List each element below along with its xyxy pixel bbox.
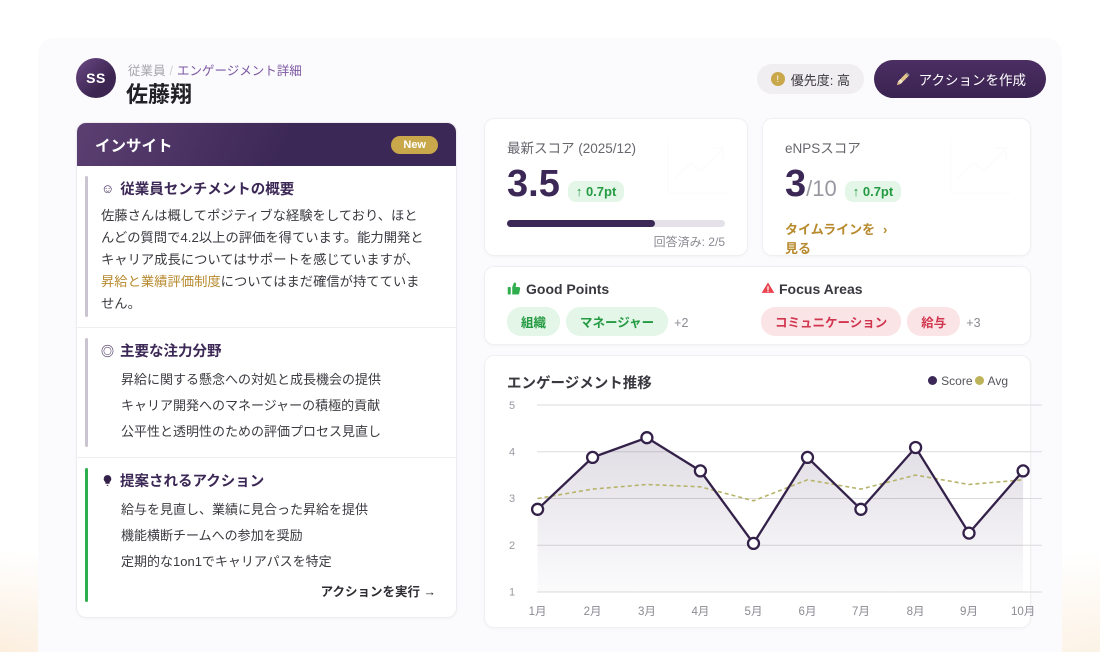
svg-text:2: 2 bbox=[509, 540, 515, 552]
svg-text:2月: 2月 bbox=[584, 606, 602, 618]
svg-text:7月: 7月 bbox=[852, 606, 870, 618]
svg-text:9月: 9月 bbox=[960, 606, 978, 618]
svg-text:1月: 1月 bbox=[529, 606, 547, 618]
svg-text:3月: 3月 bbox=[638, 606, 656, 618]
svg-text:3: 3 bbox=[509, 493, 515, 505]
svg-text:8月: 8月 bbox=[907, 606, 925, 618]
svg-text:6月: 6月 bbox=[799, 606, 817, 618]
svg-text:1: 1 bbox=[509, 587, 515, 599]
svg-text:4月: 4月 bbox=[691, 606, 709, 618]
svg-text:5: 5 bbox=[509, 400, 515, 412]
svg-text:5月: 5月 bbox=[745, 606, 763, 618]
svg-text:4: 4 bbox=[509, 447, 515, 459]
svg-text:10月: 10月 bbox=[1011, 606, 1035, 618]
